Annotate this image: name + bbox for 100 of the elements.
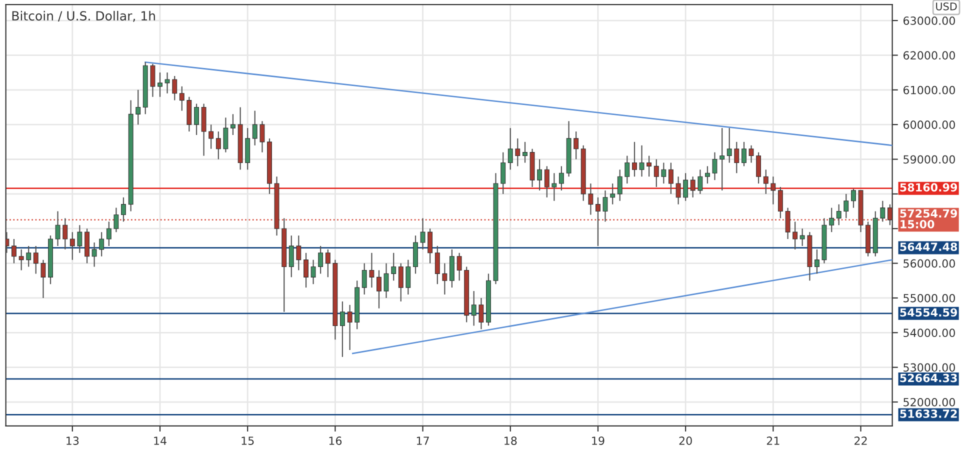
candlestick: [792, 221, 798, 250]
candlestick: [384, 262, 389, 299]
candlestick: [478, 297, 484, 330]
y-tick-label: 56000.00: [904, 259, 955, 268]
candlestick: [33, 245, 38, 274]
candlestick: [661, 162, 666, 184]
candlestick: [880, 200, 886, 222]
candlestick: [150, 63, 156, 98]
y-tick-label: 53000.00: [904, 363, 955, 372]
candlestick: [223, 117, 228, 153]
candlestick: [208, 124, 214, 150]
candlestick: [434, 245, 440, 285]
y-tick-label: 55000.00: [904, 294, 955, 302]
candlestick: [99, 232, 104, 257]
candlestick: [92, 242, 97, 268]
candlestick: [544, 166, 550, 198]
candlestick: [296, 234, 302, 271]
candlestick: [720, 127, 725, 192]
y-tick-label: 54000.00: [904, 328, 955, 338]
candlestick: [325, 248, 330, 278]
ref-line-label: 51633.72: [900, 410, 957, 418]
ref-line-label: 57254.79 15:00: [900, 209, 958, 228]
text: USD: [936, 2, 957, 10]
x-tick-label: 20: [679, 436, 692, 445]
candlestick: [748, 144, 754, 164]
candlestick: [844, 193, 849, 219]
candlestick: [705, 166, 710, 184]
candlestick: [515, 138, 520, 167]
candlestick: [26, 245, 32, 268]
y-tick-label: 61000.00: [903, 86, 955, 94]
candlestick: [442, 262, 448, 296]
y-tick-label: 59000.00: [904, 155, 955, 164]
candlestick: [121, 196, 126, 222]
ref-line-label: 58160.99: [900, 183, 958, 192]
candlestick: [12, 238, 16, 264]
candlestick: [391, 252, 396, 282]
candlestick: [471, 290, 476, 326]
candlestick: [106, 221, 112, 247]
candlestick: [406, 259, 411, 296]
candlestick: [77, 224, 82, 254]
x-tick-label: 17: [416, 436, 429, 445]
candlestick: [617, 169, 622, 202]
candlestick: [829, 207, 834, 233]
candlestick: [734, 141, 740, 174]
candlestick: [500, 152, 506, 194]
candlestick: [632, 141, 637, 178]
x-tick-label: 14: [154, 436, 166, 445]
x-tick-label: 13: [66, 436, 79, 445]
candlestick: [428, 228, 433, 264]
candlestick: [40, 259, 46, 299]
candlestick: [778, 186, 783, 219]
candlestick: [18, 248, 24, 271]
candlestick: [376, 270, 382, 309]
y-tick-label: 60000.00: [903, 120, 955, 129]
candlestick: [588, 182, 594, 216]
candlestick: [164, 72, 170, 94]
candlestick: [552, 172, 557, 202]
candlestick: [260, 120, 265, 153]
x-tick-label: 16: [329, 436, 342, 445]
candlestick: [596, 196, 600, 247]
candlestick: [836, 204, 842, 226]
ref-line-label: 54554.59: [900, 308, 958, 317]
candlestick: [574, 130, 579, 160]
y-tick-label: 62000.00: [903, 51, 955, 60]
candlestick: [172, 75, 178, 101]
candlestick: [62, 218, 68, 250]
candlestick: [304, 252, 308, 288]
candlestick: [70, 232, 75, 260]
candlestick: [726, 127, 732, 164]
x-tick-label: 15: [242, 436, 254, 445]
candlestick: [851, 188, 856, 208]
candlestick: [114, 207, 119, 233]
ref-line-label: 56447.48: [900, 242, 958, 251]
x-tick-label: 22: [854, 436, 867, 445]
candlestick: [158, 72, 162, 98]
candlestick: [216, 130, 221, 160]
candlestick: [179, 86, 184, 112]
chart-title: Bitcoin / U.S. Dollar, 1h: [12, 10, 155, 22]
candlestick: [369, 252, 374, 288]
candlestick: [602, 190, 608, 222]
candlestick: [537, 158, 542, 192]
candlestick: [558, 166, 564, 192]
candlestick: [683, 172, 688, 202]
x-tick-label: 21: [766, 436, 780, 445]
candlestick: [690, 176, 696, 198]
y-tick-label: 52000.00: [904, 398, 955, 406]
candlestick: [800, 228, 805, 247]
candlestick: [654, 158, 659, 188]
candlestick: [194, 103, 199, 136]
candlestick: [252, 110, 258, 146]
x-tick-label: 19: [592, 436, 604, 445]
candlestick: [624, 155, 630, 184]
candlestick: [456, 252, 462, 282]
candlestick: [362, 262, 367, 296]
candlestick: [522, 141, 528, 164]
candlestick: [785, 207, 790, 240]
candlestick: [420, 218, 426, 250]
candlestick: [756, 152, 762, 184]
candlestick: [347, 304, 352, 351]
candlestick: [230, 114, 236, 136]
